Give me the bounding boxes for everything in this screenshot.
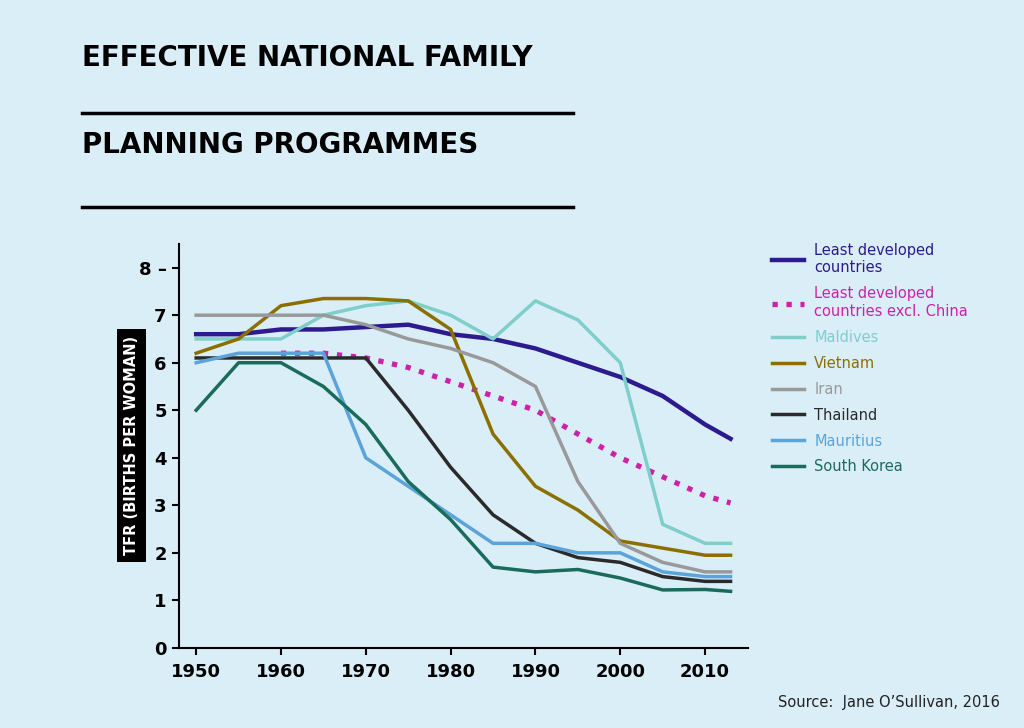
Y-axis label: TFR (BIRTHS PER WOMAN): TFR (BIRTHS PER WOMAN) — [124, 336, 138, 555]
Text: EFFECTIVE NATIONAL FAMILY: EFFECTIVE NATIONAL FAMILY — [82, 44, 532, 71]
Legend: Least developed
countries, Least developed
countries excl. China, Maldives, Viet: Least developed countries, Least develop… — [772, 243, 968, 475]
Text: PLANNING PROGRAMMES: PLANNING PROGRAMMES — [82, 131, 478, 159]
Text: Source:  Jane O’Sullivan, 2016: Source: Jane O’Sullivan, 2016 — [778, 695, 1000, 710]
